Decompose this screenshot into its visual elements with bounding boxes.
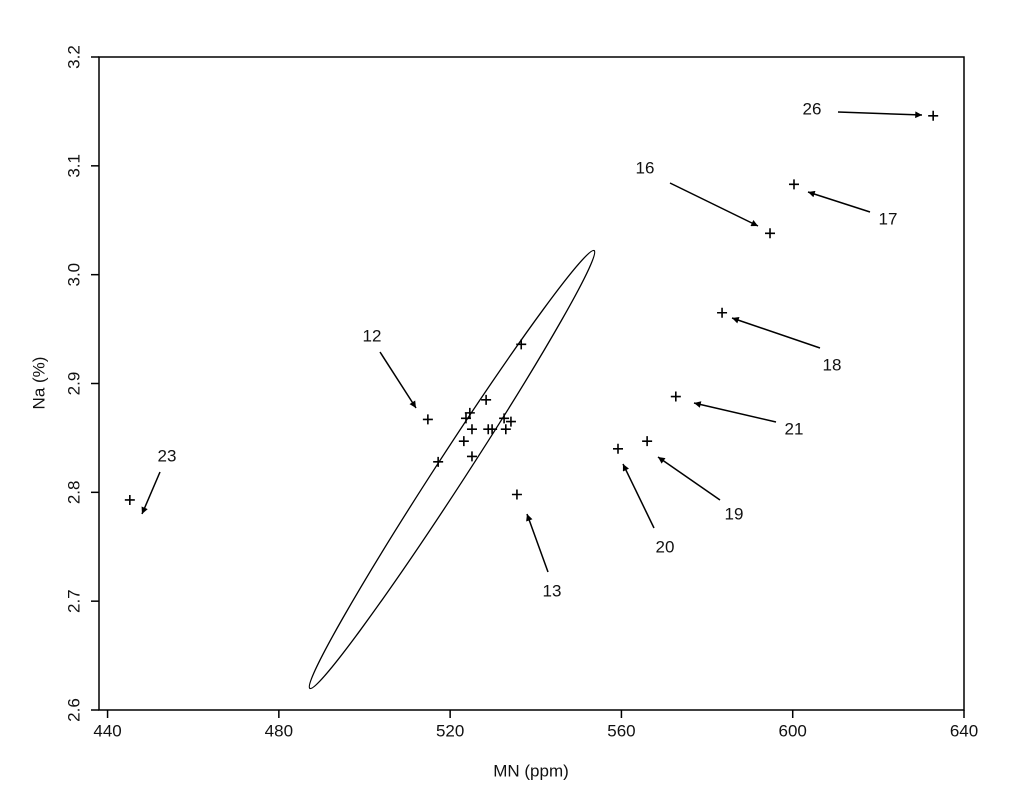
plot-frame [98, 56, 965, 711]
point [765, 228, 776, 239]
point [466, 424, 477, 435]
y-tick-label: 2.7 [64, 589, 83, 613]
annotation-label: 16 [636, 158, 655, 177]
annotation-arrow [837, 111, 923, 119]
annotation-arrow [731, 316, 821, 349]
point [500, 424, 511, 435]
point [458, 436, 469, 447]
point [670, 391, 681, 402]
x-tick-label: 480 [265, 721, 293, 740]
x-tick-label: 520 [436, 721, 464, 740]
x-tick-label: 560 [607, 721, 635, 740]
point [466, 451, 477, 462]
annotation-arrow [141, 471, 161, 515]
point [788, 179, 799, 190]
annotation-label: 19 [725, 504, 744, 523]
point [928, 110, 939, 121]
point [422, 414, 433, 425]
point [511, 489, 522, 500]
annotation-arrow [693, 401, 777, 423]
annotation-label: 23 [158, 446, 177, 465]
point [516, 339, 527, 350]
annotation-arrow [669, 182, 759, 227]
y-tick-label: 2.8 [64, 481, 83, 505]
point [124, 494, 135, 505]
y-axis-label: Na (%) [29, 357, 48, 410]
y-tick-label: 3.0 [64, 263, 83, 287]
point [717, 307, 728, 318]
point [613, 443, 623, 454]
annotation-label: 21 [785, 419, 804, 438]
annotation-label: 26 [803, 99, 822, 118]
x-tick-label: 640 [950, 721, 978, 740]
annotation-label: 12 [363, 326, 382, 345]
annotation-arrow [526, 513, 549, 573]
annotation-arrow [807, 190, 871, 213]
y-tick-label: 3.1 [64, 154, 83, 178]
annotation-label: 13 [543, 581, 562, 600]
annotation-arrow [379, 351, 417, 409]
point [460, 413, 471, 424]
annotation-label: 17 [879, 209, 898, 228]
point [481, 394, 492, 405]
annotation-label: 20 [656, 537, 675, 556]
point [433, 456, 444, 467]
y-tick-label: 2.6 [64, 698, 83, 722]
annotation-label: 18 [823, 355, 842, 374]
x-tick-label: 440 [93, 721, 121, 740]
annotation-arrow [657, 456, 721, 501]
point [487, 424, 498, 435]
x-axis-label: MN (ppm) [493, 761, 569, 780]
point [505, 416, 516, 427]
point [642, 436, 653, 447]
x-tick-label: 600 [779, 721, 807, 740]
point [464, 407, 475, 418]
confidence-ellipse [308, 249, 596, 690]
annotation-arrow [622, 463, 655, 529]
y-tick-label: 2.9 [64, 372, 83, 396]
y-tick-label: 3.2 [64, 45, 83, 69]
point [499, 413, 510, 424]
